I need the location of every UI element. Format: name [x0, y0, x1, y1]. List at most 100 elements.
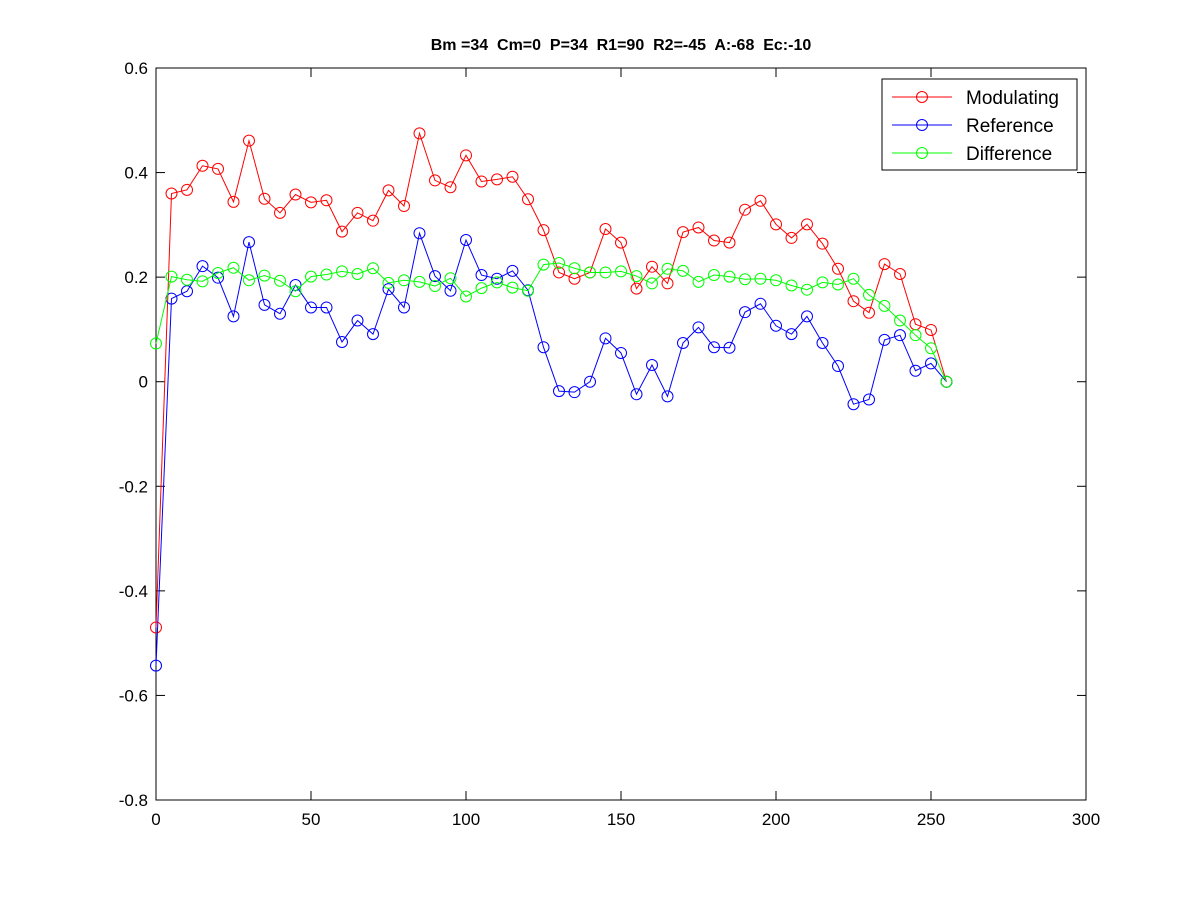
- data-point-reference: [413, 227, 426, 240]
- data-point-modulating: [150, 621, 162, 634]
- data-point-modulating: [196, 159, 209, 172]
- data-point-modulating: [661, 277, 674, 290]
- data-point-reference: [770, 319, 782, 332]
- data-point-difference: [398, 274, 410, 287]
- data-point-modulating: [506, 170, 519, 183]
- data-point-modulating: [816, 237, 829, 250]
- legend-item-reference: Reference: [892, 116, 1054, 137]
- data-point-modulating: [537, 224, 550, 237]
- data-point-modulating: [460, 149, 472, 162]
- x-tick-label: 100: [452, 810, 480, 829]
- data-point-difference: [646, 277, 658, 290]
- data-point-reference: [723, 341, 736, 354]
- legend-marker-swatch: [916, 119, 928, 131]
- data-point-modulating: [444, 181, 457, 194]
- y-tick-label: 0.6: [124, 59, 148, 78]
- data-point-modulating: [677, 226, 689, 239]
- data-point-reference: [258, 298, 271, 311]
- data-point-modulating: [847, 295, 860, 308]
- data-point-reference: [584, 375, 596, 388]
- data-point-difference: [537, 258, 550, 271]
- y-tick-label: 0: [139, 373, 148, 392]
- data-point-difference: [599, 266, 612, 279]
- data-point-difference: [615, 265, 627, 278]
- data-point-difference: [894, 314, 906, 327]
- y-tick-label: 0.4: [124, 164, 148, 183]
- data-point-difference: [196, 275, 209, 288]
- data-point-difference: [708, 269, 720, 282]
- data-point-difference: [770, 274, 782, 287]
- data-point-reference: [150, 659, 162, 672]
- data-point-reference: [305, 301, 317, 314]
- data-point-modulating: [615, 236, 627, 249]
- data-point-modulating: [739, 203, 751, 216]
- data-point-modulating: [429, 174, 441, 187]
- data-point-reference: [444, 284, 457, 297]
- data-point-reference: [630, 388, 643, 401]
- data-point-reference: [336, 335, 348, 348]
- data-point-reference: [878, 333, 891, 346]
- y-tick-label: -0.4: [119, 582, 148, 601]
- data-point-reference: [227, 310, 240, 323]
- data-point-modulating: [553, 266, 565, 279]
- series-line-reference: [155, 231, 947, 666]
- data-point-reference: [429, 270, 441, 283]
- data-point-reference: [506, 264, 519, 277]
- data-point-modulating: [289, 188, 302, 201]
- data-point-difference: [754, 272, 767, 285]
- legend-marker-swatch: [916, 147, 928, 159]
- series-layer: [150, 127, 953, 672]
- data-point-reference: [739, 306, 751, 319]
- data-point-modulating: [863, 306, 875, 319]
- data-point-modulating: [227, 195, 240, 208]
- data-point-modulating: [522, 193, 534, 206]
- data-point-difference: [568, 262, 581, 275]
- data-point-reference: [832, 360, 844, 373]
- legend-label: Difference: [966, 144, 1052, 165]
- data-point-modulating: [770, 218, 782, 231]
- data-point-reference: [925, 357, 937, 370]
- data-point-reference: [398, 301, 410, 314]
- data-point-difference: [863, 288, 875, 301]
- data-point-difference: [785, 279, 798, 292]
- data-point-difference: [692, 275, 705, 288]
- data-point-modulating: [630, 282, 643, 295]
- data-point-modulating: [305, 196, 317, 209]
- data-point-modulating: [708, 234, 720, 247]
- data-point-reference: [646, 358, 658, 371]
- data-point-reference: [382, 283, 395, 296]
- y-tick-label: 0.2: [124, 268, 148, 287]
- data-point-difference: [444, 272, 457, 285]
- data-point-modulating: [785, 231, 798, 244]
- data-point-reference: [475, 269, 488, 282]
- data-point-modulating: [258, 192, 271, 205]
- data-point-difference: [553, 257, 565, 270]
- data-point-difference: [584, 266, 596, 279]
- data-point-modulating: [723, 236, 736, 249]
- legend-item-modulating: Modulating: [892, 88, 1059, 109]
- data-point-modulating: [212, 162, 224, 175]
- data-point-difference: [909, 329, 922, 342]
- data-point-reference: [894, 329, 906, 342]
- data-point-difference: [816, 276, 829, 289]
- data-point-reference: [754, 297, 767, 310]
- data-point-reference: [863, 393, 875, 406]
- data-point-difference: [181, 273, 193, 286]
- series-line-difference: [155, 262, 947, 382]
- data-point-difference: [878, 299, 891, 312]
- data-point-difference: [305, 270, 317, 283]
- data-point-difference: [940, 375, 953, 388]
- data-point-difference: [429, 280, 441, 293]
- data-point-difference: [460, 290, 472, 303]
- data-point-difference: [522, 284, 534, 297]
- data-point-difference: [274, 274, 286, 287]
- data-point-modulating: [243, 134, 255, 147]
- data-point-modulating: [832, 262, 844, 275]
- data-point-difference: [630, 270, 643, 283]
- data-point-difference: [506, 281, 519, 294]
- data-point-modulating: [475, 175, 488, 188]
- data-point-difference: [739, 273, 751, 286]
- data-point-reference: [816, 337, 829, 350]
- legend-label: Modulating: [966, 88, 1059, 109]
- data-point-modulating: [320, 194, 333, 207]
